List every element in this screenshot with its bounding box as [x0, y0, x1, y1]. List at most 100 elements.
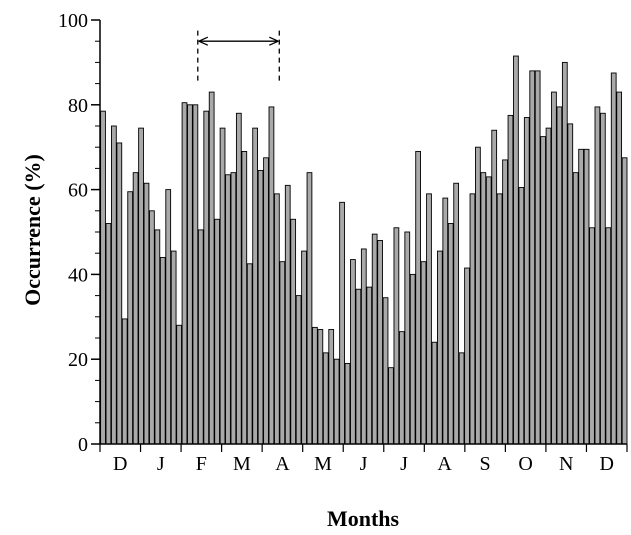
- bar: [529, 70, 536, 445]
- bar: [279, 261, 286, 445]
- bar: [225, 174, 231, 445]
- bar: [551, 91, 557, 445]
- bar: [339, 201, 345, 445]
- bar: [306, 172, 313, 445]
- bar: [393, 227, 400, 445]
- y-tick-label: 60: [68, 180, 88, 202]
- bar: [480, 172, 487, 445]
- bar: [181, 102, 188, 445]
- bar: [382, 297, 389, 445]
- bar: [388, 367, 394, 445]
- bar: [317, 329, 324, 445]
- bar: [447, 223, 454, 445]
- month-label: D: [600, 453, 614, 475]
- bar: [138, 127, 144, 445]
- bar: [377, 240, 383, 445]
- month-label: N: [559, 453, 573, 475]
- bar: [431, 341, 438, 445]
- bar: [610, 72, 617, 445]
- bar: [170, 250, 177, 445]
- bar: [442, 197, 449, 445]
- bar: [274, 193, 280, 445]
- bar: [599, 112, 606, 445]
- annotation-arrow-left-head: [198, 36, 209, 46]
- bar: [594, 106, 601, 445]
- bar: [366, 286, 373, 445]
- bar: [208, 91, 215, 445]
- bar: [192, 104, 199, 445]
- bar: [143, 182, 150, 445]
- y-ticks-group: 0 20 40 60 80 100: [58, 10, 100, 456]
- bar: [507, 114, 514, 445]
- bar: [121, 318, 128, 445]
- bar: [197, 229, 204, 445]
- annotation-arrow-right-head: [269, 36, 279, 46]
- bar: [426, 193, 432, 445]
- bar: [360, 248, 367, 445]
- month-label: D: [113, 453, 127, 475]
- month-label: S: [480, 453, 491, 475]
- bar: [127, 191, 134, 445]
- bar: [589, 227, 595, 445]
- bar: [350, 259, 356, 445]
- bar: [301, 250, 307, 445]
- bar: [219, 127, 226, 445]
- bar: [328, 329, 335, 445]
- bar: [605, 227, 612, 445]
- month-label: M: [233, 453, 251, 475]
- bar: [149, 210, 155, 445]
- y-tick-label: 100: [58, 10, 88, 32]
- month-label: F: [196, 453, 207, 475]
- bar: [214, 218, 220, 445]
- bar: [257, 170, 264, 445]
- bar: [556, 106, 563, 445]
- bar: [491, 129, 498, 445]
- bar: [132, 172, 139, 445]
- y-tick-label: 0: [78, 434, 88, 456]
- bar: [159, 256, 166, 445]
- month-label: O: [518, 453, 532, 475]
- bar: [398, 331, 405, 445]
- y-axis-title: Occurrence (%): [20, 154, 45, 306]
- month-label: J: [400, 453, 408, 475]
- month-label: J: [157, 453, 165, 475]
- bar: [268, 106, 275, 445]
- month-label: J: [360, 453, 368, 475]
- bar: [496, 193, 503, 445]
- bar: [295, 295, 302, 445]
- bar: [567, 123, 574, 445]
- bar: [621, 157, 628, 445]
- bar: [578, 148, 584, 445]
- bar: [415, 150, 421, 445]
- bar: [100, 110, 106, 445]
- bar: [475, 146, 481, 445]
- bar: [322, 352, 329, 445]
- bar: [312, 326, 318, 445]
- bar: [534, 70, 541, 445]
- bar: [469, 193, 476, 445]
- bar: [540, 136, 546, 445]
- bar: [333, 358, 340, 445]
- bar: [561, 61, 568, 445]
- y-tick-label: 40: [68, 264, 88, 286]
- period-annotation: [197, 30, 280, 84]
- month-label: M: [314, 453, 332, 475]
- bar: [116, 142, 123, 445]
- bar: [344, 362, 351, 445]
- bar: [263, 157, 269, 445]
- bar: [187, 104, 193, 445]
- y-tick-label: 20: [68, 349, 88, 371]
- bar: [176, 324, 182, 445]
- bar: [513, 55, 519, 445]
- bar: [523, 117, 530, 445]
- bar: [246, 263, 253, 445]
- bar: [409, 273, 416, 445]
- bar: [284, 184, 291, 445]
- y-tick-label: 80: [68, 95, 88, 117]
- bar: [545, 127, 552, 445]
- bar: [203, 110, 210, 445]
- month-label: A: [437, 453, 452, 475]
